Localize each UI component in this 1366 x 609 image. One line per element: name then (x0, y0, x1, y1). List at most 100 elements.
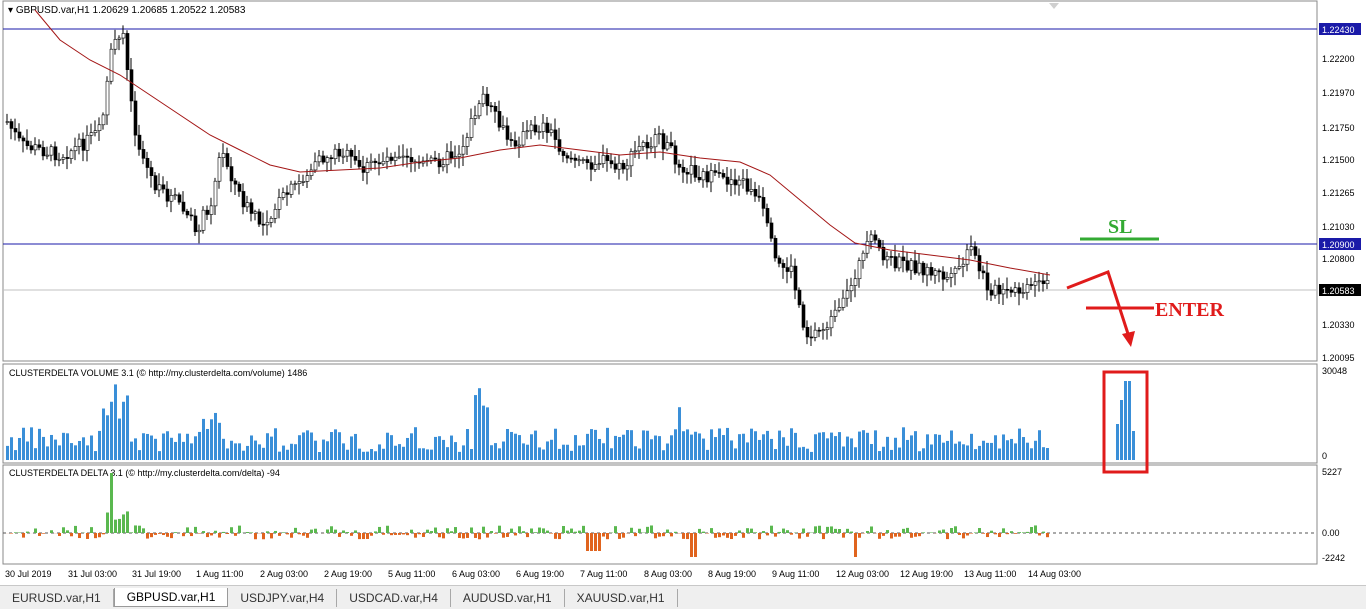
candle-body (330, 158, 333, 159)
candle-body (138, 135, 141, 149)
volume-bar (190, 443, 193, 460)
delta-bar (454, 527, 457, 533)
delta-bar (418, 533, 421, 534)
time-axis: 30 Jul 2019 31 Jul 03:00 31 Jul 19:00 1 … (5, 569, 1081, 579)
delta-bar (922, 532, 925, 533)
candle-body (154, 176, 157, 190)
volume-bar (574, 435, 577, 460)
delta-bar (222, 532, 225, 533)
delta-bar (622, 533, 625, 538)
candle-body (390, 157, 393, 160)
candle-body (942, 272, 945, 279)
volume-bar (22, 428, 25, 460)
tab-xauusd[interactable]: XAUUSD.var,H1 (565, 589, 678, 607)
time-tick: 31 Jul 19:00 (132, 569, 181, 579)
volume-bar (750, 429, 753, 460)
volume-bar (382, 449, 385, 460)
delta-bar (414, 533, 417, 538)
volume-bar (214, 413, 217, 460)
candle-body (834, 310, 837, 316)
delta-bar (978, 528, 981, 533)
delta-bar (938, 531, 941, 533)
candle-body (670, 143, 673, 146)
delta-bar (342, 530, 345, 533)
time-tick: 12 Aug 03:00 (836, 569, 889, 579)
volume-bar (226, 448, 229, 460)
candle-body (566, 156, 569, 159)
delta-bar (638, 529, 641, 533)
delta-bar (902, 529, 905, 533)
volume-bar (678, 407, 681, 460)
volume-bar (470, 449, 473, 460)
delta-bar (838, 529, 841, 533)
tab-usdcad[interactable]: USDCAD.var,H4 (337, 589, 451, 607)
delta-bar (986, 533, 989, 537)
delta-bar (278, 533, 281, 536)
volume-indicator-label: CLUSTERDELTA VOLUME 3.1 (© http://my.clu… (9, 368, 307, 378)
delta-bar (998, 533, 1001, 537)
tab-usdjpy[interactable]: USDJPY.var,H4 (228, 589, 337, 607)
volume-bar (426, 449, 429, 460)
shift-marker-icon[interactable] (1049, 3, 1059, 9)
delta-bar (282, 532, 285, 533)
delta-bar (150, 533, 153, 537)
volume-bar (230, 441, 233, 460)
candle-body (962, 264, 965, 266)
delta-bar (562, 526, 565, 533)
volume-bar (182, 442, 185, 460)
delta-bar (778, 532, 781, 533)
candle-body (498, 111, 501, 127)
candle-body (754, 189, 757, 196)
volume-bar (934, 434, 937, 460)
candle-body (34, 145, 37, 150)
volume-bar (514, 434, 517, 460)
volume-bar (6, 446, 9, 460)
candle-body (142, 149, 145, 158)
delta-bar (158, 533, 161, 534)
delta-bar (442, 533, 445, 538)
candle-body (194, 216, 197, 232)
delta-bar (950, 528, 953, 533)
candle-body (1002, 289, 1005, 294)
delta-bar (618, 533, 621, 539)
tab-audusd[interactable]: AUDUSD.var,H1 (451, 589, 565, 607)
delta-bar (466, 533, 469, 538)
volume-bar (666, 443, 669, 460)
delta-bar (154, 533, 157, 535)
delta-bar (402, 533, 405, 534)
volume-bar (274, 428, 277, 460)
candle-body (82, 139, 85, 150)
volume-bar (654, 436, 657, 460)
candle-body (26, 141, 29, 146)
delta-bar (694, 533, 697, 557)
candle-body (974, 247, 977, 256)
volume-bar (994, 435, 997, 460)
candle-body (950, 273, 953, 277)
delta-histogram (6, 473, 1049, 557)
delta-bar (14, 532, 17, 533)
candle-body (722, 173, 725, 177)
volume-bar (66, 433, 69, 460)
delta-bar (906, 528, 909, 533)
candle-body (538, 132, 541, 133)
candle-body (166, 189, 169, 201)
volume-bar (350, 436, 353, 460)
candle-body (866, 241, 869, 253)
delta-bar (890, 533, 893, 538)
delta-bar (858, 533, 861, 538)
tab-gbpusd[interactable]: GBPUSD.var,H1 (114, 588, 229, 607)
volume-bar (970, 434, 973, 460)
delta-bar (138, 526, 141, 533)
candle-body (1018, 288, 1021, 294)
delta-bar (842, 533, 845, 538)
candle-body (294, 184, 297, 185)
volume-bar (802, 447, 805, 460)
volume-bar (278, 452, 281, 460)
candle-body (806, 327, 809, 337)
delta-bar (90, 527, 93, 533)
delta-bar (878, 533, 881, 539)
tab-eurusd[interactable]: EURUSD.var,H1 (0, 589, 114, 607)
volume-bar (58, 445, 61, 460)
candle-body (514, 141, 517, 147)
